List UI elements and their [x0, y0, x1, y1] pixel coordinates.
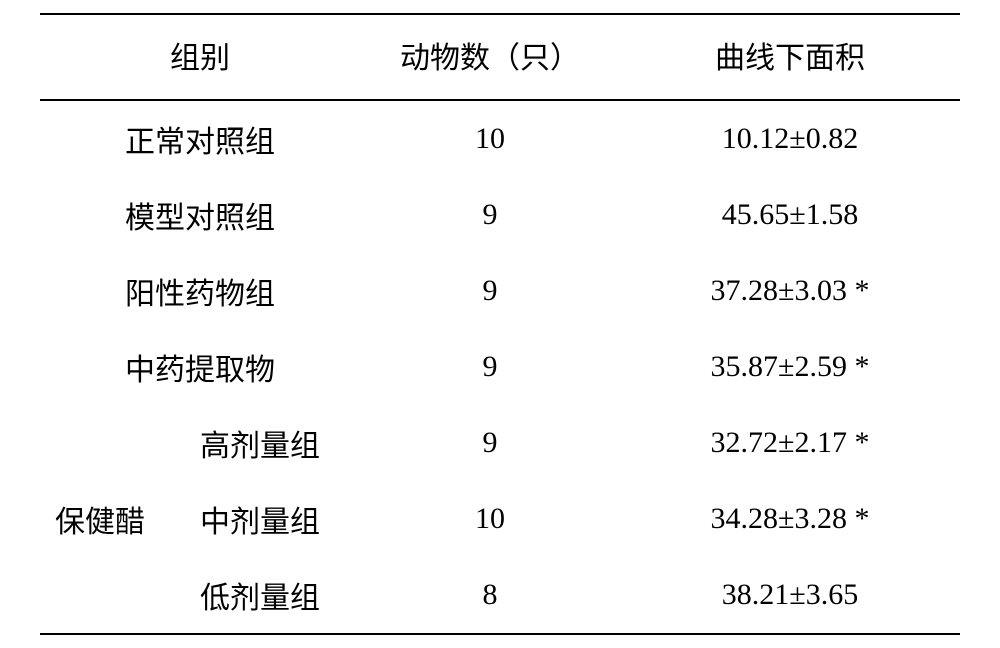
col-header-auc: 曲线下面积	[620, 14, 960, 100]
table-row: 正常对照组 10 10.12±0.82	[40, 100, 960, 177]
cell-auc: 37.28±3.03 *	[620, 253, 960, 329]
table-row: 阳性药物组 9 37.28±3.03 *	[40, 253, 960, 329]
cell-auc: 34.28±3.28 *	[620, 481, 960, 557]
col-header-group: 组别	[40, 14, 360, 100]
table-header-row: 组别 动物数（只） 曲线下面积	[40, 14, 960, 100]
col-header-n: 动物数（只）	[360, 14, 620, 100]
table: 组别 动物数（只） 曲线下面积 正常对照组 10 10.12±0.82 模型对照…	[40, 13, 960, 635]
cell-n: 9	[360, 405, 620, 481]
cell-group: 正常对照组	[40, 100, 360, 177]
table-row: 低剂量组 8 38.21±3.65	[40, 557, 960, 634]
cell-n: 9	[360, 329, 620, 405]
data-table: 组别 动物数（只） 曲线下面积 正常对照组 10 10.12±0.82 模型对照…	[40, 13, 960, 635]
table-row: 保健醋 中剂量组 10 34.28±3.28 *	[40, 481, 960, 557]
cell-auc: 38.21±3.65	[620, 557, 960, 634]
cell-group: 模型对照组	[40, 177, 360, 253]
cell-n: 9	[360, 177, 620, 253]
cell-group: 保健醋	[40, 481, 160, 557]
cell-n: 9	[360, 253, 620, 329]
cell-n: 8	[360, 557, 620, 634]
table-row: 高剂量组 9 32.72±2.17 *	[40, 405, 960, 481]
table-row: 中药提取物 9 35.87±2.59 *	[40, 329, 960, 405]
cell-subgroup: 高剂量组	[160, 405, 360, 481]
cell-subgroup: 低剂量组	[160, 557, 360, 634]
cell-auc: 32.72±2.17 *	[620, 405, 960, 481]
cell-group	[40, 405, 160, 481]
cell-n: 10	[360, 481, 620, 557]
cell-subgroup: 中剂量组	[160, 481, 360, 557]
cell-n: 10	[360, 100, 620, 177]
cell-auc: 10.12±0.82	[620, 100, 960, 177]
cell-group: 阳性药物组	[40, 253, 360, 329]
table-row: 模型对照组 9 45.65±1.58	[40, 177, 960, 253]
cell-auc: 45.65±1.58	[620, 177, 960, 253]
cell-group	[40, 557, 160, 634]
cell-auc: 35.87±2.59 *	[620, 329, 960, 405]
cell-group: 中药提取物	[40, 329, 360, 405]
